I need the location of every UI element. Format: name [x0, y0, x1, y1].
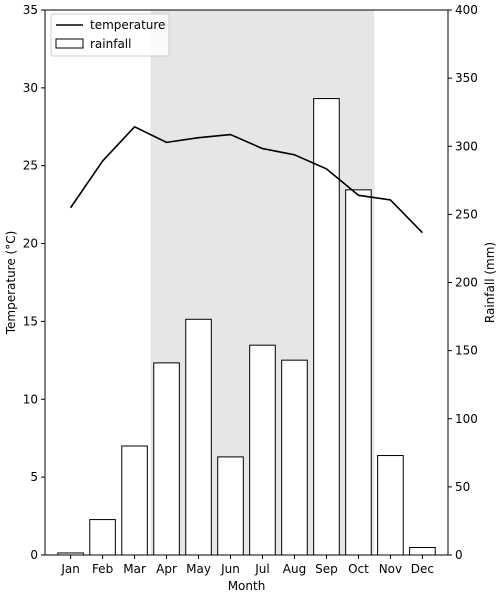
rainfall-bar-jul: [249, 344, 276, 556]
right-tick-label: 150: [455, 344, 478, 358]
rainfall-bars: [57, 98, 436, 556]
right-tick-label: 100: [455, 412, 478, 426]
x-tick-label-may: May: [186, 562, 211, 576]
x-tick-label-jul: Jul: [254, 562, 269, 576]
left-tick-label: 5: [30, 470, 38, 484]
x-tick-label-feb: Feb: [92, 562, 113, 576]
temperature-line: [69, 125, 423, 234]
legend-rainfall-label: rainfall: [90, 37, 131, 51]
x-tick-label-jan: Jan: [60, 562, 80, 576]
x-tick-label-mar: Mar: [123, 562, 146, 576]
left-axis-ticks: 0 5 10 15 20 25 30 35: [23, 3, 45, 562]
right-axis-label: Rainfall (mm): [483, 242, 497, 323]
rainfall-bar-aug: [281, 359, 308, 556]
x-axis-ticks: Jan Feb Mar Apr May Jun Jul Aug Sep Oct Nov Dec: [60, 555, 434, 576]
x-axis-label: Month: [228, 579, 266, 593]
rainfall-bar-nov: [377, 455, 404, 556]
legend-rainfall-swatch: [55, 38, 84, 49]
right-tick-label: 350: [455, 71, 478, 85]
rainfall-bar-oct: [345, 189, 372, 556]
rainfall-bar-mar: [121, 445, 148, 556]
rainfall-bar-feb: [89, 519, 116, 556]
rainfall-bar-jun: [217, 456, 244, 556]
x-tick-label-aug: Aug: [283, 562, 306, 576]
right-tick-label: 200: [455, 276, 478, 290]
right-tick-label: 300: [455, 139, 478, 153]
rainfall-bar-dec: [409, 547, 436, 556]
rainfall-bar-apr: [153, 362, 180, 556]
right-tick-label: 0: [455, 548, 463, 562]
left-tick-label: 0: [30, 548, 38, 562]
rainfall-bar-sep: [313, 98, 340, 556]
left-tick-label: 25: [23, 159, 38, 173]
left-tick-label: 30: [23, 81, 38, 95]
x-tick-label-nov: Nov: [379, 562, 402, 576]
left-tick-label: 15: [23, 314, 38, 328]
x-tick-label-sep: Sep: [315, 562, 338, 576]
x-tick-label-apr: Apr: [156, 562, 177, 576]
right-tick-label: 50: [455, 480, 470, 494]
legend: temperature rainfall: [50, 13, 170, 57]
x-tick-label-dec: Dec: [411, 562, 434, 576]
legend-temperature-label: temperature: [90, 18, 165, 32]
left-tick-label: 10: [23, 392, 38, 406]
right-tick-label: 250: [455, 207, 478, 221]
temperature-line-group: [69, 125, 423, 234]
left-tick-label: 35: [23, 3, 38, 17]
right-tick-label: 400: [455, 3, 478, 17]
x-tick-label-oct: Oct: [348, 562, 369, 576]
left-tick-label: 20: [23, 237, 38, 251]
right-axis-ticks: 0 50 100 150 200 250 300 350 400: [448, 3, 478, 562]
rainfall-bar-may: [185, 318, 212, 556]
x-tick-label-jun: Jun: [220, 562, 240, 576]
left-axis-label: Temperature (°C): [4, 231, 18, 336]
